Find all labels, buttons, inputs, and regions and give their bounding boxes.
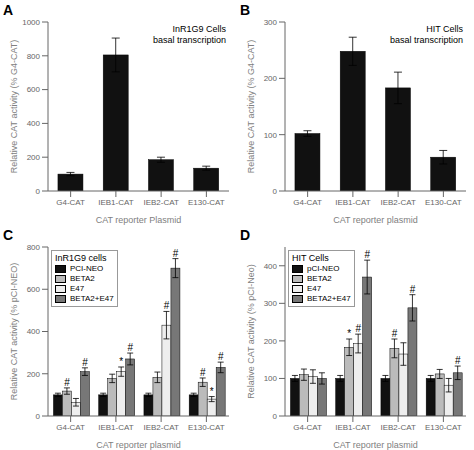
svg-text:300: 300 — [264, 18, 278, 27]
html-text:C: C — [3, 227, 14, 243]
html-text:A: A — [3, 2, 14, 18]
svg-text:IEB2-CAT: IEB2-CAT — [380, 423, 416, 432]
svg-text:#: # — [164, 300, 170, 311]
svg-text:Relative CAT activity (% pCI-N: Relative CAT activity (% pCI-NEO) — [9, 263, 19, 401]
svg-text:E130-CAT: E130-CAT — [188, 423, 225, 432]
svg-text:100: 100 — [264, 374, 278, 383]
svg-text:IEB1-CAT: IEB1-CAT — [335, 423, 371, 432]
html-text:HIT Cells: HIT Cells — [292, 253, 329, 263]
svg-text:*: * — [347, 328, 351, 339]
html-text:E47: E47 — [70, 284, 85, 293]
svg-text:#: # — [64, 377, 70, 388]
svg-text:E130-CAT: E130-CAT — [425, 198, 462, 207]
html-text:InR1G9 Cells basal transcripti: InR1G9 Cells basal transcription — [153, 24, 226, 45]
svg-text:*: * — [119, 356, 123, 367]
svg-text:G4-CAT: G4-CAT — [56, 423, 85, 432]
svg-text:400: 400 — [27, 119, 41, 128]
svg-text:#: # — [200, 367, 206, 378]
svg-text:800: 800 — [27, 52, 41, 61]
html-text:BETA2: BETA2 — [307, 274, 332, 283]
svg-text:Relative CAT activity (% G4-CA: Relative CAT activity (% G4-CAT) — [246, 40, 256, 174]
svg-text:IEB1-CAT: IEB1-CAT — [98, 423, 134, 432]
svg-text:800: 800 — [27, 243, 41, 252]
svg-text:CAT reporter plasmid: CAT reporter plasmid — [96, 440, 181, 450]
svg-text:CAT reporter Plasmid: CAT reporter Plasmid — [96, 215, 182, 225]
svg-text:600: 600 — [27, 285, 41, 294]
html-text:E47: E47 — [307, 284, 322, 293]
svg-text:100: 100 — [264, 131, 278, 140]
svg-text:200: 200 — [27, 370, 41, 379]
svg-text:IEB2-CAT: IEB2-CAT — [380, 198, 416, 207]
svg-text:Relative CAT activity (% pCI-N: Relative CAT activity (% pCI-Neo) — [246, 264, 256, 399]
svg-text:200: 200 — [264, 74, 278, 83]
svg-text:#: # — [364, 249, 370, 260]
html-text:pCI-NEO: pCI-NEO — [307, 264, 340, 273]
svg-text:1000: 1000 — [22, 18, 40, 27]
svg-text:#: # — [455, 355, 461, 366]
svg-text:400: 400 — [264, 262, 278, 271]
svg-text:G4-CAT: G4-CAT — [293, 198, 322, 207]
svg-text:#: # — [392, 328, 398, 339]
html-text:InR1G9 cells: InR1G9 cells — [55, 253, 107, 263]
svg-text:IEB2-CAT: IEB2-CAT — [143, 423, 179, 432]
svg-text:#: # — [127, 342, 133, 353]
svg-text:0: 0 — [273, 412, 278, 421]
html-text:HIT Cells basal transcription: HIT Cells basal transcription — [390, 24, 463, 45]
svg-text:CAT reporter plasmid: CAT reporter plasmid — [333, 215, 418, 225]
svg-text:#: # — [218, 351, 224, 362]
svg-text:400: 400 — [27, 327, 41, 336]
html-text:D: D — [240, 227, 251, 243]
svg-text:E130-CAT: E130-CAT — [425, 423, 462, 432]
svg-text:IEB1-CAT: IEB1-CAT — [98, 198, 134, 207]
svg-text:200: 200 — [27, 153, 41, 162]
svg-text:E130-CAT: E130-CAT — [188, 198, 225, 207]
svg-text:G4-CAT: G4-CAT — [56, 198, 85, 207]
svg-text:IEB1-CAT: IEB1-CAT — [335, 198, 371, 207]
svg-text:0: 0 — [273, 187, 278, 196]
svg-text:#: # — [355, 323, 361, 334]
html-text:BETA2+E47: BETA2+E47 — [307, 294, 351, 303]
html-text:BETA2: BETA2 — [70, 274, 95, 283]
svg-text:0: 0 — [36, 187, 41, 196]
svg-text:300: 300 — [264, 299, 278, 308]
svg-text:#: # — [410, 284, 416, 295]
svg-text:IEB2-CAT: IEB2-CAT — [143, 198, 179, 207]
svg-text:CAT reporter plasmid: CAT reporter plasmid — [333, 440, 418, 450]
html-text:B: B — [240, 2, 251, 18]
svg-text:#: # — [82, 357, 88, 368]
svg-text:#: # — [173, 248, 179, 259]
svg-text:600: 600 — [27, 85, 41, 94]
svg-text:G4-CAT: G4-CAT — [293, 423, 322, 432]
svg-text:Relative CAT activity (% G4-CA: Relative CAT activity (% G4-CAT) — [9, 40, 19, 174]
svg-text:200: 200 — [264, 337, 278, 346]
html-text:BETA2+E47: BETA2+E47 — [70, 294, 114, 303]
svg-text:0: 0 — [36, 412, 41, 421]
html-text:PCI-NEO: PCI-NEO — [70, 264, 104, 273]
svg-text:*: * — [210, 386, 214, 397]
